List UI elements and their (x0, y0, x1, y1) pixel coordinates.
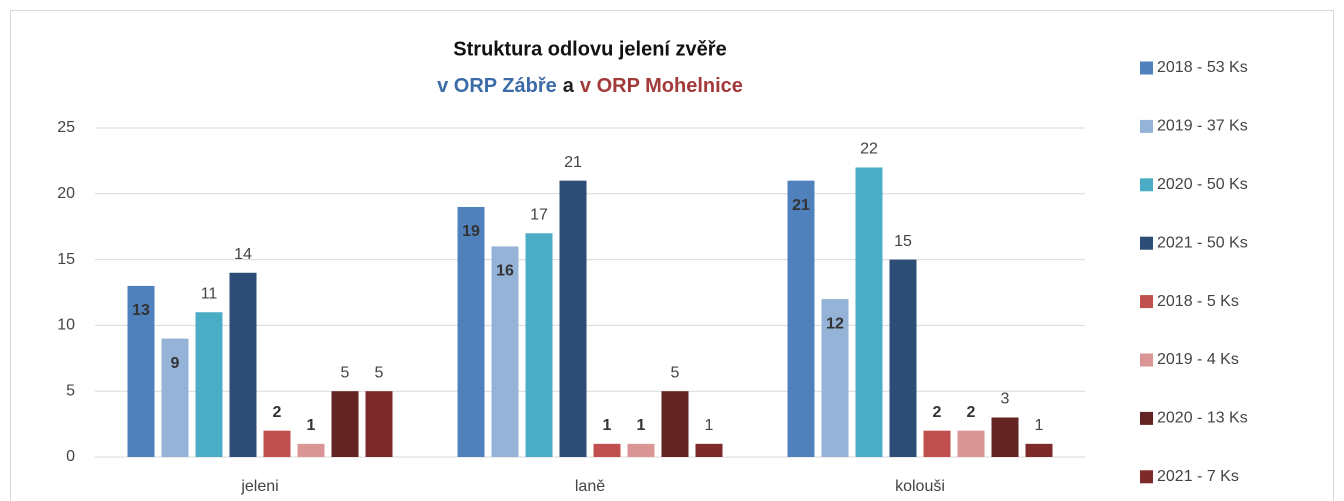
bar (525, 233, 553, 457)
subtitle-part: v ORP Mohelnice (580, 75, 743, 97)
subtitle-part: a (563, 75, 575, 97)
chart-title: Struktura odlovu jelení zvěře (453, 38, 726, 60)
bar (491, 246, 519, 457)
bar (195, 312, 223, 457)
data-label: 1 (307, 417, 316, 434)
data-label: 17 (530, 206, 548, 223)
legend-swatch (1140, 295, 1153, 309)
data-label: 19 (462, 223, 480, 240)
y-tick-label: 5 (66, 382, 75, 399)
chart-subtitle: v ORP Zábře a v ORP Mohelnice (437, 75, 743, 97)
data-label: 1 (1035, 417, 1044, 434)
x-tick-label: kolouši (895, 478, 945, 495)
subtitle-part: v ORP Zábře (437, 75, 557, 97)
data-label: 5 (375, 364, 384, 381)
bar (263, 430, 291, 457)
data-label: 2 (967, 404, 976, 421)
bar (1025, 443, 1053, 457)
y-tick-label: 10 (57, 317, 75, 334)
legend-label: 2020 - 50 Ks (1157, 176, 1248, 193)
legend-label: 2019 - 37 Ks (1157, 118, 1248, 135)
bar (855, 167, 883, 458)
y-tick-label: 0 (66, 448, 75, 465)
x-tick-label: laně (575, 478, 605, 495)
bar (161, 338, 189, 457)
legend-swatch (1140, 353, 1153, 367)
bar (229, 272, 257, 457)
data-label: 13 (132, 302, 150, 319)
legend-label: 2021 - 7 Ks (1157, 468, 1239, 485)
data-label: 14 (234, 246, 252, 263)
bar (957, 430, 985, 457)
bar (627, 443, 655, 457)
y-tick-label: 15 (57, 251, 75, 268)
data-label: 12 (826, 315, 844, 332)
bar (821, 299, 849, 457)
data-label: 21 (792, 197, 810, 214)
data-label: 16 (496, 263, 514, 280)
data-label: 5 (671, 364, 680, 381)
legend-swatch (1140, 470, 1153, 484)
bar (457, 206, 485, 457)
bar (559, 180, 587, 457)
data-label: 3 (1001, 391, 1010, 408)
data-label: 11 (201, 285, 218, 302)
legend-label: 2021 - 50 Ks (1157, 234, 1248, 251)
legend-swatch (1140, 61, 1153, 75)
bar (331, 391, 359, 457)
bar (661, 391, 689, 457)
bar (991, 417, 1019, 457)
legend-label: 2018 - 53 Ks (1157, 59, 1248, 76)
legend-swatch (1140, 178, 1153, 192)
legend-label: 2018 - 5 Ks (1157, 293, 1239, 310)
legend-swatch (1140, 119, 1153, 133)
bar (889, 259, 917, 457)
bar (593, 443, 621, 457)
bar (365, 391, 393, 457)
bar (127, 285, 155, 457)
x-tick-label: jeleni (240, 478, 278, 495)
y-tick-label: 20 (57, 185, 75, 202)
data-label: 1 (637, 417, 646, 434)
data-label: 1 (603, 417, 612, 434)
legend-swatch (1140, 411, 1153, 425)
legend-label: 2019 - 4 Ks (1157, 351, 1239, 368)
bar (787, 180, 815, 457)
data-label: 9 (171, 355, 180, 372)
legend-label: 2020 - 13 Ks (1157, 410, 1248, 427)
legend-swatch (1140, 236, 1153, 250)
data-label: 5 (341, 364, 350, 381)
data-label: 1 (705, 417, 714, 434)
data-label: 15 (894, 233, 912, 250)
data-label: 21 (564, 154, 582, 171)
y-tick-label: 25 (57, 119, 75, 136)
data-label: 22 (860, 141, 878, 158)
bar (297, 443, 325, 457)
bar (923, 430, 951, 457)
data-label: 2 (273, 404, 282, 421)
bar (695, 443, 723, 457)
data-label: 2 (933, 404, 942, 421)
